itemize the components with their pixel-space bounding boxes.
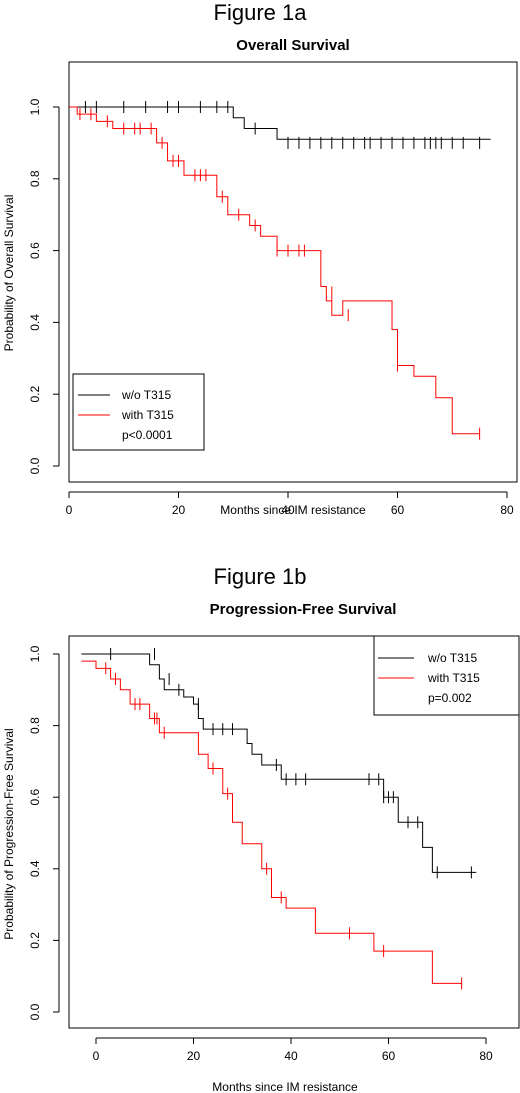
y-axis: 0.0 0.2 0.4 0.6 0.8 1.0 [28,98,60,474]
legend: w/o T315 with T315 p=0.002 [373,635,520,716]
y-tick-label: 0.4 [28,860,42,877]
y-tick-label: 0.2 [28,932,42,949]
plot-frame [68,635,520,1029]
series-line-with-t315 [81,660,462,984]
x-axis: 0 20 40 60 80 [66,491,514,517]
x-tick-label: 40 [284,1049,298,1063]
y-tick-label: 0.8 [28,170,42,187]
chart-title: Progression-Free Survival [210,601,397,618]
y-tick-label: 0.0 [28,457,42,474]
series-line-w-o-t315 [81,653,477,873]
chart-progression-free-survival: Progression-Free Survival 0 20 40 60 80 0.00… [2,601,520,1093]
x-tick-label: 0 [66,503,73,517]
x-tick-label: 80 [479,1049,493,1063]
series-layer [69,101,491,440]
x-axis: 0 20 40 60 80 [93,1037,493,1063]
y-tick-label: 0.4 [28,314,42,331]
legend: w/o T315 with T315 p<0.0001 [72,373,205,451]
x-axis-label: Months since IM resistance [212,1080,358,1093]
y-tick-label: 0.6 [28,242,42,259]
y-tick-label: 0.0 [28,1003,42,1020]
y-tick-label: 0.8 [28,717,42,734]
y-axis: 0.0 0.2 0.4 0.6 0.8 1.0 [28,645,60,1020]
legend-box [373,635,520,716]
legend-box [72,373,205,451]
y-tick-label: 0.2 [28,386,42,403]
chart-overall-survival: Overall Survival 0 20 40 60 80 0.00.20.40.60… [2,37,518,517]
x-tick-label: 20 [172,503,186,517]
y-tick-label: 1.0 [28,645,42,662]
chart-title: Overall Survival [236,37,349,54]
plot-frame [68,61,518,483]
legend-p-value: p<0.0001 [122,428,173,442]
x-tick-label: 60 [391,503,405,517]
y-tick-label: 1.0 [28,98,42,115]
x-tick-label: 0 [93,1049,100,1063]
x-tick-label: 60 [382,1049,396,1063]
x-tick-label: 40 [281,503,295,517]
figure-1b-label: Figure 1b [213,564,307,589]
y-tick-label: 0.6 [28,789,42,806]
x-tick-label: 20 [187,1049,201,1063]
series-line-w-o-t315 [69,106,491,140]
y-axis-label: Probability of Overall Survival [2,195,16,352]
legend-label-wo-t315: w/o T315 [427,651,477,665]
legend-label-with-t315: with T315 [427,671,480,685]
legend-label-with-t315: with T315 [121,408,174,422]
series-layer [81,648,477,990]
figure-1a-label: Figure 1a [213,0,307,25]
x-axis-label: Months since IM resistance [220,503,366,517]
x-tick-label: 80 [500,503,514,517]
y-axis-label: Probability of Progression-Free Survival [2,728,16,939]
legend-label-wo-t315: w/o T315 [121,388,171,402]
legend-p-value: p=0.002 [428,691,472,705]
